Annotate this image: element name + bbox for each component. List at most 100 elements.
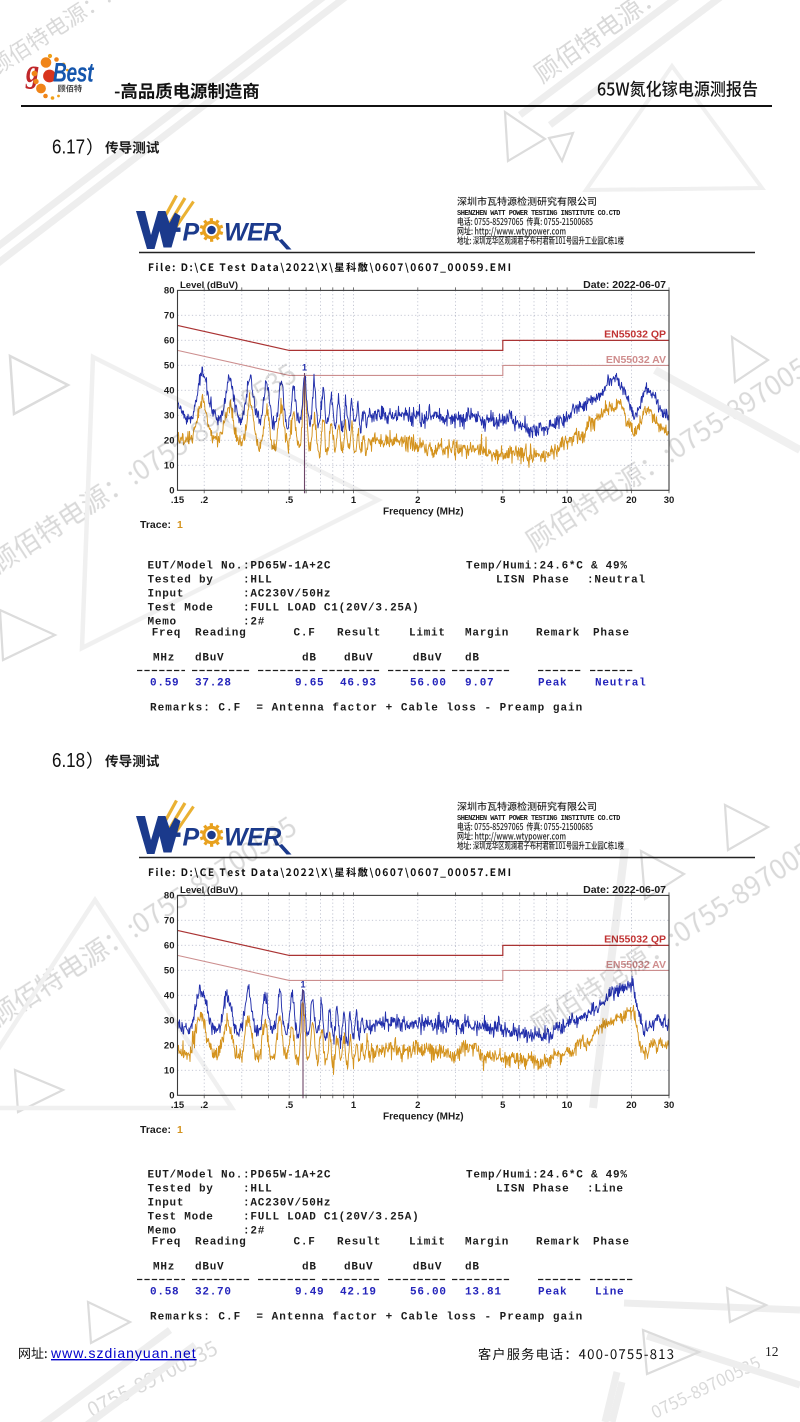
svg-text:0: 0 [169, 1091, 174, 1102]
svg-text:.2: .2 [200, 1100, 208, 1111]
svg-text:Tested by: Tested by [148, 1184, 214, 1196]
svg-text:1: 1 [351, 1100, 357, 1111]
svg-text:dBuV: dBuV [413, 653, 442, 665]
svg-text:dBuV: dBuV [344, 1262, 373, 1274]
svg-text:30: 30 [664, 1100, 675, 1111]
svg-text:Best: Best [53, 57, 94, 87]
svg-text:Peak: Peak [538, 678, 567, 690]
svg-text:20: 20 [164, 1041, 175, 1052]
svg-text:dBuV: dBuV [195, 1262, 224, 1274]
svg-text:.15: .15 [171, 1100, 185, 1111]
svg-text:MHz: MHz [153, 1262, 175, 1274]
svg-text:2: 2 [415, 1100, 420, 1111]
svg-text:10: 10 [164, 461, 175, 472]
svg-text:6.17: 6.17 [52, 135, 85, 158]
svg-text:9.65: 9.65 [295, 678, 324, 690]
svg-text:.5: .5 [285, 495, 294, 506]
svg-text:Margin: Margin [465, 1237, 509, 1249]
svg-text:Remark: Remark [536, 1237, 580, 1249]
svg-text:dB: dB [302, 653, 317, 665]
svg-text::AC230V/50Hz: :AC230V/50Hz [243, 1198, 331, 1210]
svg-text:56.00: 56.00 [410, 678, 447, 690]
svg-text:1: 1 [351, 495, 357, 506]
svg-text:Trace:: Trace: [140, 1124, 171, 1136]
svg-text:42.19: 42.19 [340, 1287, 377, 1299]
svg-text:Margin: Margin [465, 628, 509, 640]
svg-text:Limit: Limit [409, 1237, 446, 1249]
svg-text:6.18: 6.18 [52, 749, 85, 772]
svg-text:dBuV: dBuV [344, 653, 373, 665]
svg-text:Peak: Peak [538, 1287, 567, 1299]
svg-text:EN55032 AV: EN55032 AV [606, 959, 666, 971]
svg-text:Temp/Humi:24.6*C & 49%: Temp/Humi:24.6*C & 49% [466, 561, 628, 573]
svg-text:20: 20 [164, 436, 175, 447]
svg-text:Temp/Humi:24.6*C & 49%: Temp/Humi:24.6*C & 49% [466, 1170, 628, 1182]
svg-text:www.szdianyuan.net: www.szdianyuan.net [50, 1345, 197, 1361]
svg-text:0.59: 0.59 [150, 678, 179, 690]
svg-text:80: 80 [164, 891, 175, 902]
svg-text:Remarks: C.F = Antenna factor: Remarks: C.F = Antenna factor + Cable lo… [150, 1312, 583, 1324]
svg-text:Level (dBuV): Level (dBuV) [180, 885, 238, 896]
svg-text:40: 40 [164, 991, 175, 1002]
svg-text:56.00: 56.00 [410, 1287, 447, 1299]
svg-text:60: 60 [164, 336, 175, 347]
svg-text:Freq: Freq [152, 628, 181, 640]
svg-text::HLL: :HLL [243, 575, 272, 587]
svg-text:Line: Line [595, 1287, 624, 1299]
svg-text:1: 1 [300, 979, 305, 989]
svg-text:0.58: 0.58 [150, 1287, 179, 1299]
svg-text::2#: :2# [243, 617, 265, 629]
svg-text:Remark: Remark [536, 628, 580, 640]
svg-text:Frequency (MHz): Frequency (MHz) [383, 1111, 464, 1122]
svg-text:1: 1 [177, 519, 183, 531]
svg-text:70: 70 [164, 916, 175, 927]
svg-text:Phase: Phase [593, 1237, 630, 1249]
svg-text:9.49: 9.49 [295, 1287, 324, 1299]
svg-text:.5: .5 [285, 1100, 294, 1111]
svg-text::FULL LOAD C1(20V/3.25A): :FULL LOAD C1(20V/3.25A) [243, 603, 419, 615]
svg-text:5: 5 [500, 1100, 506, 1111]
svg-text:5: 5 [500, 495, 506, 506]
svg-text:.2: .2 [200, 495, 208, 506]
svg-text:.15: .15 [171, 495, 185, 506]
svg-text::2#: :2# [243, 1226, 265, 1238]
svg-text:60: 60 [164, 941, 175, 952]
svg-text:1: 1 [177, 1124, 183, 1136]
svg-text::AC230V/50Hz: :AC230V/50Hz [243, 589, 331, 601]
svg-text::Line: :Line [587, 1184, 624, 1196]
svg-text:EN55032 QP: EN55032 QP [604, 328, 666, 340]
svg-text:50: 50 [164, 966, 175, 977]
svg-text:20: 20 [626, 1100, 637, 1111]
svg-text:MHz: MHz [153, 653, 175, 665]
svg-text:Limit: Limit [409, 628, 446, 640]
svg-text:50: 50 [164, 361, 175, 372]
svg-text:dB: dB [465, 653, 480, 665]
svg-text:EUT/Model No.: EUT/Model No. [148, 1170, 244, 1182]
svg-text:Trace:: Trace: [140, 519, 171, 531]
svg-text:C.F: C.F [294, 1237, 316, 1249]
svg-text:g: g [25, 53, 39, 89]
svg-text::FULL LOAD C1(20V/3.25A): :FULL LOAD C1(20V/3.25A) [243, 1212, 419, 1224]
svg-text:0: 0 [169, 486, 174, 497]
svg-text::HLL: :HLL [243, 1184, 272, 1196]
svg-text:Frequency (MHz): Frequency (MHz) [383, 506, 464, 517]
svg-text:13.81: 13.81 [465, 1287, 502, 1299]
svg-text:Phase: Phase [593, 628, 630, 640]
svg-text:dB: dB [302, 1262, 317, 1274]
svg-text:EN55032 AV: EN55032 AV [606, 354, 666, 366]
svg-text:Test Mode: Test Mode [148, 1212, 214, 1224]
svg-text:80: 80 [164, 286, 175, 297]
svg-text:dB: dB [465, 1262, 480, 1274]
svg-text:20: 20 [626, 495, 637, 506]
svg-text:32.70: 32.70 [195, 1287, 232, 1299]
svg-text:30: 30 [164, 411, 175, 422]
svg-text:Date: 2022-06-07: Date: 2022-06-07 [583, 279, 666, 291]
svg-text:9.07: 9.07 [465, 678, 494, 690]
svg-text:10: 10 [562, 495, 573, 506]
svg-text::Neutral: :Neutral [587, 575, 646, 587]
svg-text:12: 12 [765, 1344, 779, 1359]
svg-text:Tested by: Tested by [148, 575, 214, 587]
svg-text:Reading: Reading [195, 628, 246, 640]
svg-text:Input: Input [148, 589, 185, 601]
svg-text:2: 2 [415, 495, 420, 506]
